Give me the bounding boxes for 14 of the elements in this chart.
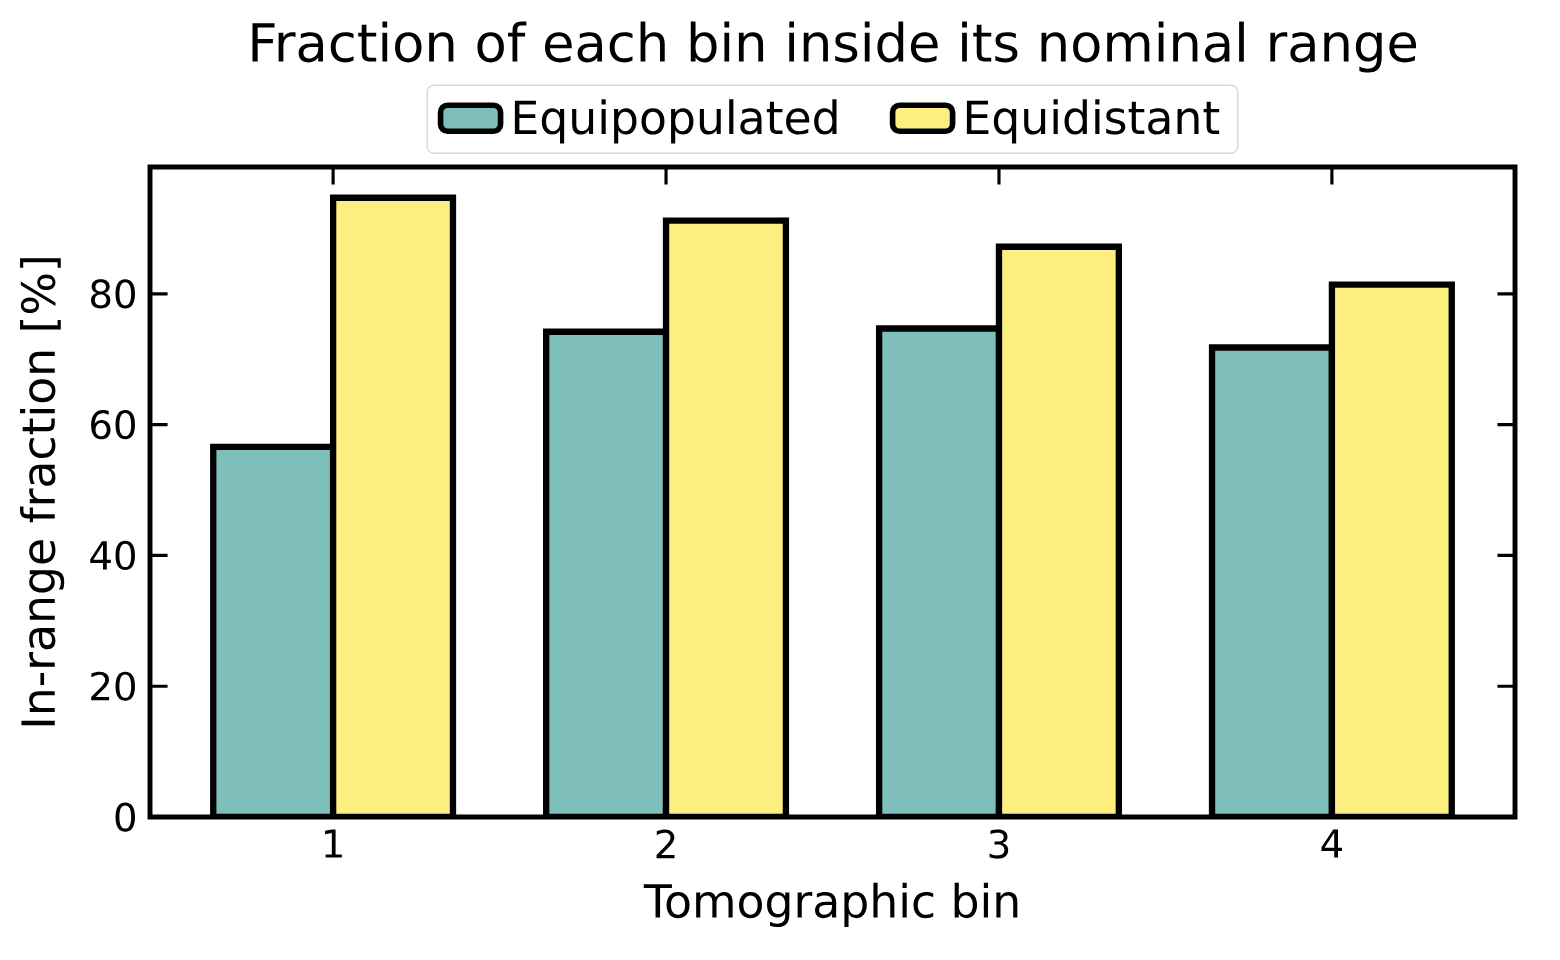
x-axis-title: Tomographic bin <box>643 882 1018 927</box>
y-axis-title: In-range fraction [%] <box>20 258 65 726</box>
chart-title: Fraction of each bin inside its nominal range <box>252 21 1417 73</box>
y-tick-label: 40 <box>90 540 135 571</box>
y-tick-label: 80 <box>91 279 135 309</box>
y-tick-label: 0 <box>115 802 135 832</box>
x-tick-label: 2 <box>656 829 675 859</box>
y-tick-label: 20 <box>91 671 135 701</box>
x-tick-label: 3 <box>989 829 1009 859</box>
legend-label: Equidistant <box>966 99 1220 144</box>
x-tick-label: 4 <box>1321 829 1343 858</box>
legend-label: Equipopulated <box>514 99 837 144</box>
x-tick-label: 1 <box>325 829 342 858</box>
y-tick-label: 60 <box>91 410 135 440</box>
